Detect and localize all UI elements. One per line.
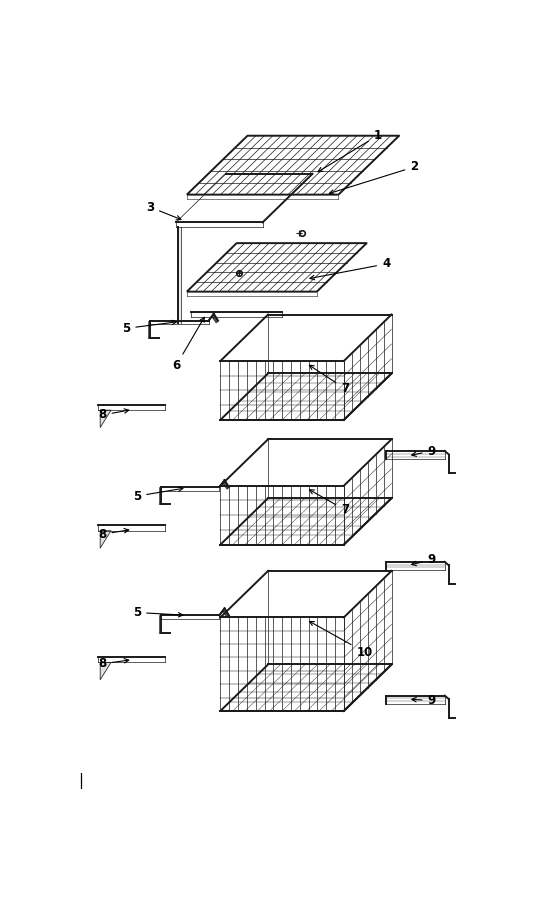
Text: 7: 7: [309, 365, 349, 395]
Polygon shape: [219, 480, 229, 490]
Text: 6: 6: [172, 318, 205, 373]
Text: 3: 3: [146, 201, 181, 220]
Text: |: |: [78, 772, 84, 788]
Text: 5: 5: [133, 606, 183, 619]
Polygon shape: [100, 662, 111, 680]
Text: 1: 1: [318, 130, 382, 172]
Polygon shape: [100, 531, 111, 548]
Text: 8: 8: [98, 527, 129, 541]
Text: 5: 5: [133, 487, 183, 502]
Text: 9: 9: [412, 694, 436, 707]
Polygon shape: [100, 410, 111, 428]
Text: 2: 2: [329, 160, 418, 194]
Text: 8: 8: [98, 657, 129, 670]
Text: 5: 5: [122, 320, 176, 335]
Text: 9: 9: [412, 445, 436, 457]
Text: 10: 10: [310, 621, 373, 659]
Text: 8: 8: [98, 409, 129, 421]
Text: 7: 7: [310, 490, 349, 517]
Text: 4: 4: [310, 257, 390, 280]
Polygon shape: [219, 608, 229, 617]
Polygon shape: [178, 227, 181, 323]
Polygon shape: [209, 314, 218, 323]
Text: 9: 9: [412, 554, 436, 566]
